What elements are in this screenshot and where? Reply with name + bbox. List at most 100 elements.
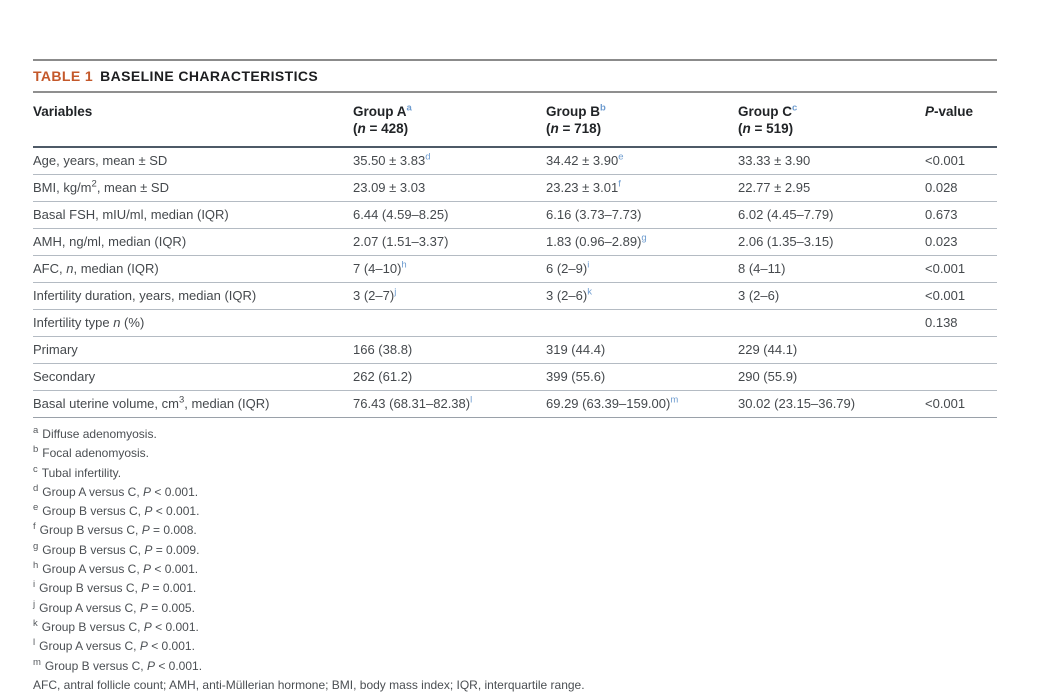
cell-group-c: 30.02 (23.15–36.79) <box>738 390 925 418</box>
superscript-marker: l <box>470 394 473 406</box>
table-row: Infertility duration, years, median (IQR… <box>33 282 997 310</box>
cell-group-b: 399 (55.6) <box>546 363 738 391</box>
cell-group-a: 6.44 (4.59–8.25) <box>353 201 546 229</box>
superscript-marker: m <box>670 394 679 406</box>
footnote-marker: a <box>33 425 39 436</box>
table-row: Basal FSH, mIU/ml, median (IQR) 6.44 (4.… <box>33 201 997 229</box>
footnote-marker: c <box>33 463 38 475</box>
table-row: Primary 166 (38.8) 319 (44.4) 229 (44.1) <box>33 336 997 364</box>
cell-group-b: 6.16 (3.73–7.73) <box>546 201 738 229</box>
column-header-group-b: Group Bb (n = 718) <box>546 93 738 148</box>
row-label: BMI, kg/m2, mean ± SD <box>33 174 353 202</box>
cell-group-b: 319 (44.4) <box>546 336 738 364</box>
superscript-marker: c <box>792 102 798 114</box>
superscript-marker: e <box>618 151 624 163</box>
abbreviations-note: AFC, antral follicle count; AMH, anti-Mü… <box>33 677 585 692</box>
superscript-marker: b <box>600 102 606 114</box>
footnote-item: g Group B versus C, P = 0.009. <box>33 540 200 557</box>
cell-group-a: 2.07 (1.51–3.37) <box>353 228 546 256</box>
column-header-variables: Variables <box>33 93 353 148</box>
cell-group-c <box>738 309 925 337</box>
column-header-p-value: P-value <box>925 93 997 148</box>
footnote-marker: e <box>33 502 39 514</box>
footnote-item: a Diffuse adenomyosis. <box>33 425 157 441</box>
cell-group-b: 23.23 ± 3.01f <box>546 174 738 202</box>
cell-p-value: 0.673 <box>925 201 997 229</box>
footnote-marker: g <box>33 540 39 552</box>
footnote-marker: m <box>33 656 41 668</box>
table-row: BMI, kg/m2, mean ± SD 23.09 ± 3.03 23.23… <box>33 174 997 202</box>
table-row: Infertility type n (%) 0.138 <box>33 309 997 337</box>
cell-p-value: 0.138 <box>925 309 997 337</box>
footnote-marker: j <box>33 598 36 610</box>
row-label: Primary <box>33 336 353 364</box>
footnote-item: e Group B versus C, P < 0.001. <box>33 502 200 519</box>
cell-group-a: 166 (38.8) <box>353 336 546 364</box>
cell-group-c: 3 (2–6) <box>738 282 925 310</box>
footnote-item: c Tubal infertility. <box>33 463 122 480</box>
cell-group-a: 23.09 ± 3.03 <box>353 174 546 202</box>
footnote-item: k Group B versus C, P < 0.001. <box>33 617 199 634</box>
footnote-marker: b <box>33 444 39 456</box>
cell-group-c: 33.33 ± 3.90 <box>738 147 925 175</box>
footnotes: a Diffuse adenomyosis. b Focal adenomyosis… <box>33 425 997 695</box>
cell-group-b: 1.83 (0.96–2.89)g <box>546 228 738 256</box>
footnote-marker: h <box>33 560 39 572</box>
footnote-item: j Group A versus C, P = 0.005. <box>33 598 195 615</box>
cell-group-a <box>353 309 546 337</box>
table-row: Basal uterine volume, cm3, median (IQR) … <box>33 390 997 418</box>
column-header-group-a: Group Aa (n = 428) <box>353 93 546 148</box>
cell-group-b: 34.42 ± 3.90e <box>546 147 738 175</box>
cell-group-c: 290 (55.9) <box>738 363 925 391</box>
table-label: TABLE 1 <box>33 68 94 84</box>
superscript-marker: d <box>425 151 431 163</box>
baseline-characteristics-table: Variables Group Aa (n = 428) Group Bb (n =… <box>33 93 997 418</box>
cell-group-a: 7 (4–10)h <box>353 255 546 283</box>
footnote-item: h Group A versus C, P < 0.001. <box>33 560 199 577</box>
table-caption: TABLE 1 BASELINE CHARACTERISTICS <box>33 59 997 93</box>
footnote-marker: l <box>33 637 36 649</box>
superscript-marker: g <box>641 232 647 244</box>
table-row: Age, years, mean ± SD 35.50 ± 3.83d 34.4… <box>33 147 997 175</box>
row-label: Basal FSH, mIU/ml, median (IQR) <box>33 201 353 229</box>
superscript-marker: a <box>406 102 412 114</box>
footnote-item: f Group B versus C, P = 0.008. <box>33 521 197 538</box>
superscript-marker: i <box>587 259 590 271</box>
cell-group-a: 3 (2–7)j <box>353 282 546 310</box>
header-row: Variables Group Aa (n = 428) Group Bb (n =… <box>33 93 997 148</box>
cell-group-b: 3 (2–6)k <box>546 282 738 310</box>
table-row: AFC, n, median (IQR) 7 (4–10)h 6 (2–9)i … <box>33 255 997 283</box>
cell-group-c: 8 (4–11) <box>738 255 925 283</box>
row-label: AMH, ng/ml, median (IQR) <box>33 228 353 256</box>
row-label: Infertility duration, years, median (IQR… <box>33 282 353 310</box>
cell-group-c: 2.06 (1.35–3.15) <box>738 228 925 256</box>
cell-group-a: 262 (61.2) <box>353 363 546 391</box>
row-label: Basal uterine volume, cm3, median (IQR) <box>33 390 353 418</box>
cell-group-a: 35.50 ± 3.83d <box>353 147 546 175</box>
row-label: Age, years, mean ± SD <box>33 147 353 175</box>
cell-group-c: 22.77 ± 2.95 <box>738 174 925 202</box>
cell-group-b: 6 (2–9)i <box>546 255 738 283</box>
footnote-item: i Group B versus C, P = 0.001. <box>33 579 197 596</box>
cell-p-value: <0.001 <box>925 282 997 310</box>
cell-group-a: 76.43 (68.31–82.38)l <box>353 390 546 418</box>
table-row: Secondary 262 (61.2) 399 (55.6) 290 (55.… <box>33 363 997 391</box>
row-label: Secondary <box>33 363 353 391</box>
footnote-item: d Group A versus C, P < 0.001. <box>33 482 199 499</box>
cell-group-b <box>546 309 738 337</box>
superscript-marker: h <box>401 259 407 271</box>
footnote-marker: i <box>33 579 36 591</box>
footnote-marker: f <box>33 521 36 533</box>
column-header-group-c: Group Cc (n = 519) <box>738 93 925 148</box>
footnote-marker: k <box>33 617 38 629</box>
footnote-item: m Group B versus C, P < 0.001. <box>33 656 203 673</box>
cell-p-value <box>925 336 997 364</box>
table-row: AMH, ng/ml, median (IQR) 2.07 (1.51–3.37… <box>33 228 997 256</box>
cell-p-value: <0.001 <box>925 255 997 283</box>
cell-group-c: 229 (44.1) <box>738 336 925 364</box>
cell-group-b: 69.29 (63.39–159.00)m <box>546 390 738 418</box>
superscript-marker: j <box>394 286 397 298</box>
cell-p-value: 0.028 <box>925 174 997 202</box>
footnote-item: b Focal adenomyosis. <box>33 444 150 461</box>
